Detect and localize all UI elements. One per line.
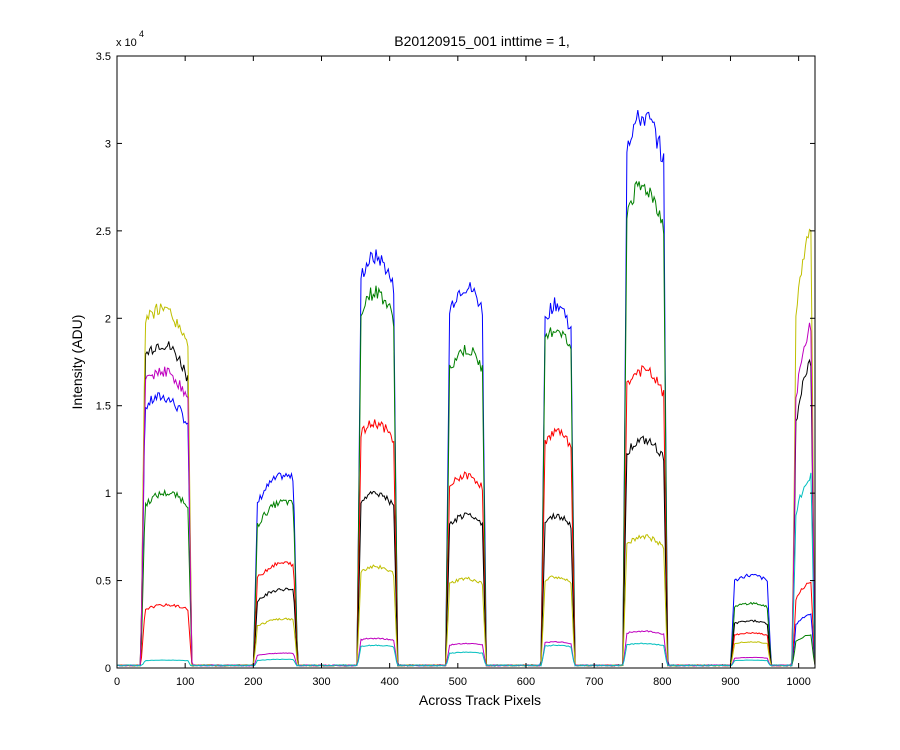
x-tick-label: 700 [585, 676, 603, 688]
x-tick-label: 100 [176, 676, 194, 688]
y-tick-label: 3 [105, 138, 111, 150]
x-tick-label: 600 [517, 676, 535, 688]
series-line-6 [116, 322, 816, 667]
chart-title: B20120915_001 inttime = 1, [394, 33, 570, 49]
x-tick-label: 200 [244, 676, 262, 688]
plot-axes-box [116, 55, 816, 669]
y-tick-label: 1.5 [96, 401, 111, 413]
series-line-3 [116, 365, 816, 667]
y-multiplier-base: x 10 [116, 37, 137, 49]
y-tick-label: 3.5 [96, 51, 111, 63]
series-line-5 [116, 228, 816, 667]
x-tick-label: 0 [114, 676, 120, 688]
y-tick-label: 2.5 [96, 226, 111, 238]
series-line-4 [116, 341, 816, 667]
x-axis-ticks: 0 100 200 300 400 500 600 700 800 900 1000 [114, 56, 811, 688]
x-tick-label: 800 [653, 676, 671, 688]
y-tick-label: 2 [105, 313, 111, 325]
y-tick-label: 1 [105, 488, 111, 500]
x-axis-label: Across Track Pixels [419, 692, 541, 708]
y-axis-label: Intensity (ADU) [69, 315, 85, 410]
x-tick-label: 500 [449, 676, 467, 688]
plot-series [116, 110, 816, 667]
series-line-2 [116, 180, 816, 667]
x-tick-label: 900 [721, 676, 739, 688]
x-tick-label: 300 [312, 676, 330, 688]
x-tick-label: 400 [380, 676, 398, 688]
y-tick-label: 0 [105, 663, 111, 675]
y-multiplier-label: x 10 4 [116, 29, 144, 49]
y-axis-ticks: 0 0.5 1 1.5 2 2.5 3 3.5 [96, 51, 815, 675]
series-line-7 [116, 472, 816, 667]
y-tick-label: 0.5 [96, 576, 111, 588]
y-multiplier-exponent: 4 [139, 29, 144, 39]
x-tick-label: 1000 [786, 676, 810, 688]
series-line-1 [116, 110, 816, 667]
